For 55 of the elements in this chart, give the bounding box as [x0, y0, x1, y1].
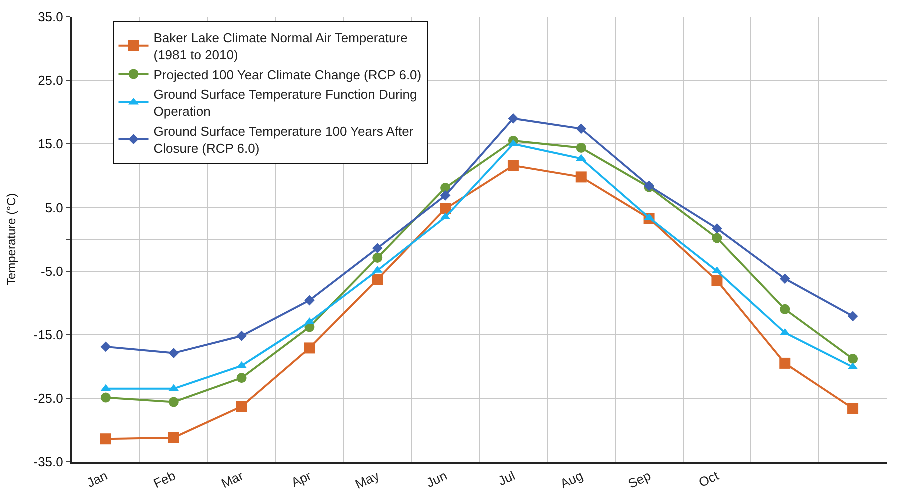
point	[372, 274, 384, 286]
point	[236, 373, 247, 384]
point	[508, 114, 519, 124]
x-tick-label: May	[353, 468, 382, 492]
point	[304, 342, 316, 354]
point	[848, 403, 859, 414]
legend-label: Ground Surface Temperature Function During Operation	[154, 87, 418, 120]
x-tick-label: Aug	[558, 468, 586, 492]
point	[372, 243, 383, 254]
point	[440, 203, 452, 214]
point	[644, 213, 654, 220]
point	[712, 233, 722, 244]
point	[712, 275, 723, 286]
point	[440, 190, 451, 201]
point	[780, 274, 790, 284]
y-tick-label: 15.0	[38, 136, 64, 152]
point	[508, 160, 519, 172]
y-tick-label: 5.0	[45, 200, 64, 216]
point	[304, 295, 315, 306]
point	[848, 311, 858, 322]
y-tick-label: -25.0	[34, 390, 64, 406]
point	[712, 223, 722, 234]
point	[712, 266, 722, 274]
y-tick-label: 35.0	[38, 10, 64, 25]
point	[576, 124, 587, 134]
point	[576, 172, 587, 183]
x-tick-label: Jul	[496, 468, 518, 489]
y-tick-label: -5.0	[40, 264, 64, 279]
x-tick-label: Jan	[84, 468, 110, 491]
point	[168, 348, 180, 358]
x-tick-label: Jun	[424, 468, 450, 491]
point	[100, 434, 112, 445]
x-tick-label: Oct	[696, 468, 722, 490]
x-tick-label: Feb	[151, 468, 178, 492]
y-tick-label: -15.0	[34, 327, 64, 342]
y-tick-label: -35.0	[34, 454, 64, 470]
x-tick-label: Sep	[626, 468, 654, 492]
point	[236, 330, 247, 342]
point	[372, 252, 383, 263]
point	[848, 354, 858, 364]
x-tick-label: Mar	[219, 468, 246, 492]
legend-label: Ground Surface Temperature 100 Years After Closure (RCP 6.0)	[154, 124, 414, 156]
legend-label: Projected 100 Year Climate Change (RCP 6.0)	[154, 67, 422, 82]
point	[780, 304, 790, 314]
point	[576, 142, 586, 153]
y-tick-label: 25.0	[38, 73, 64, 88]
point	[236, 401, 248, 412]
point	[168, 432, 180, 444]
point	[100, 392, 111, 403]
point	[780, 358, 791, 369]
y-axis-title: Temperature (°C)	[4, 193, 19, 286]
legend-label: Baker Lake Climate Normal Air Temperature (1981 to 2010)	[154, 30, 408, 62]
x-tick-label: Apr	[289, 468, 314, 490]
point	[100, 342, 112, 352]
point	[168, 397, 179, 408]
